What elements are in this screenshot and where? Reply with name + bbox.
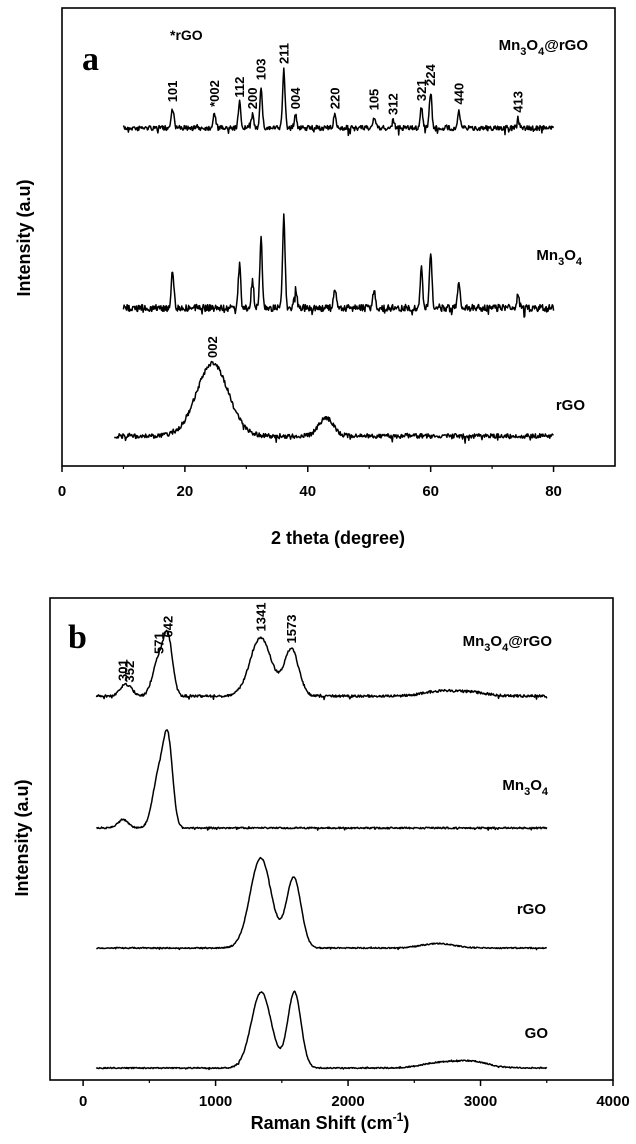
series-trace	[95, 990, 548, 1071]
series-trace	[95, 856, 547, 951]
series-label-part: O	[526, 37, 538, 54]
raman-chart-panel: b Raman Shift (cm-1) Intensity (a.u) 0 10…	[12, 597, 630, 1133]
x-tick-label: 80	[545, 483, 562, 500]
raman-plot-frame	[49, 597, 614, 1081]
peak-label: 002	[205, 336, 220, 358]
series-label-part: rGO	[517, 901, 547, 918]
x-tick-label: 4000	[596, 1093, 629, 1110]
peak-label: 301	[116, 659, 131, 681]
series-trace	[95, 629, 548, 701]
peak-label: 224	[423, 64, 438, 86]
xrd-rgo-marker-note: *rGO	[170, 27, 203, 43]
series-label-part: 3	[558, 256, 564, 268]
peak-label: 571	[151, 632, 166, 654]
raman-x-axis-label-sup: -1	[393, 1110, 404, 1124]
peak-label: 413	[510, 91, 525, 113]
peak-label: 004	[288, 87, 303, 109]
peak-label: 112	[232, 77, 247, 98]
peak-label: 101	[165, 81, 180, 103]
peak-label: 1573	[284, 615, 299, 644]
series-label-part: @rGO	[508, 633, 552, 650]
raman-panel-letter: b	[68, 619, 87, 656]
xrd-chart-panel: a *rGO 2 theta (degree) Intensity (a.u) …	[14, 7, 616, 548]
series-label-part: GO	[525, 1025, 549, 1042]
x-tick-label: 20	[177, 483, 194, 500]
x-tick-label: 0	[79, 1093, 87, 1110]
peak-label: 211	[276, 43, 291, 64]
series-label-part: O	[490, 633, 502, 650]
peak-label: 440	[451, 83, 466, 105]
series-label-part: 3	[484, 642, 490, 654]
series-label-part: Mn	[502, 777, 524, 794]
raman-x-ticks: 0 1000 2000 3000 4000	[79, 1080, 630, 1110]
x-tick-label: 1000	[199, 1093, 232, 1110]
x-tick-label: 40	[299, 483, 316, 500]
series-label-part: Mn	[463, 633, 485, 650]
peak-label: 200	[245, 87, 260, 109]
series-label-part: 4	[502, 642, 509, 654]
series-label: Mn3O4@rGO	[463, 633, 553, 654]
series-label-part: @rGO	[544, 37, 588, 54]
series-trace	[114, 360, 554, 444]
series-label-part: 4	[538, 46, 545, 58]
x-tick-label: 2000	[331, 1093, 364, 1110]
peak-label: 312	[386, 93, 401, 115]
series-trace	[122, 213, 555, 318]
series-label: rGO	[556, 397, 586, 414]
series-label: Mn3O4	[536, 247, 582, 268]
series-label: rGO	[517, 901, 547, 918]
xrd-x-axis-label: 2 theta (degree)	[271, 528, 405, 548]
series-label-part: 3	[520, 46, 526, 58]
peak-label: 105	[367, 89, 382, 111]
series-label-part: 3	[524, 786, 530, 798]
series-label-part: O	[564, 247, 576, 264]
xrd-panel-letter: a	[82, 41, 99, 78]
series-label-part: 4	[576, 256, 583, 268]
series-label-part: Mn	[499, 37, 521, 54]
series-trace	[122, 67, 555, 137]
peak-label: 321	[414, 79, 429, 101]
series-label: GO	[525, 1025, 549, 1042]
peak-label: 220	[327, 87, 342, 109]
series-label: Mn3O4	[502, 777, 548, 798]
raman-x-axis-label-end: )	[403, 1113, 409, 1133]
raman-x-axis-label: Raman Shift (cm-1)	[251, 1110, 410, 1133]
raman-y-axis-label: Intensity (a.u)	[12, 779, 32, 896]
x-tick-label: 3000	[464, 1093, 497, 1110]
x-tick-label: 60	[422, 483, 439, 500]
peak-label: 352	[122, 661, 137, 683]
peak-label: 103	[254, 58, 269, 80]
series-label-part: rGO	[556, 397, 586, 414]
series-trace	[95, 729, 548, 831]
xrd-x-ticks: 0 20 40 60 80	[58, 466, 562, 500]
peak-label: 642	[161, 616, 176, 638]
series-label-part: 4	[542, 786, 549, 798]
series-label-part: O	[530, 777, 542, 794]
xrd-y-axis-label: Intensity (a.u)	[14, 179, 34, 296]
xrd-plot-frame	[61, 7, 616, 467]
x-tick-label: 0	[58, 483, 66, 500]
peak-label: *002	[207, 80, 222, 107]
peak-label: 1341	[253, 603, 268, 632]
series-label-part: Mn	[536, 247, 558, 264]
raman-x-axis-label-main: Raman Shift (cm	[251, 1113, 393, 1133]
series-label: Mn3O4@rGO	[499, 37, 589, 58]
